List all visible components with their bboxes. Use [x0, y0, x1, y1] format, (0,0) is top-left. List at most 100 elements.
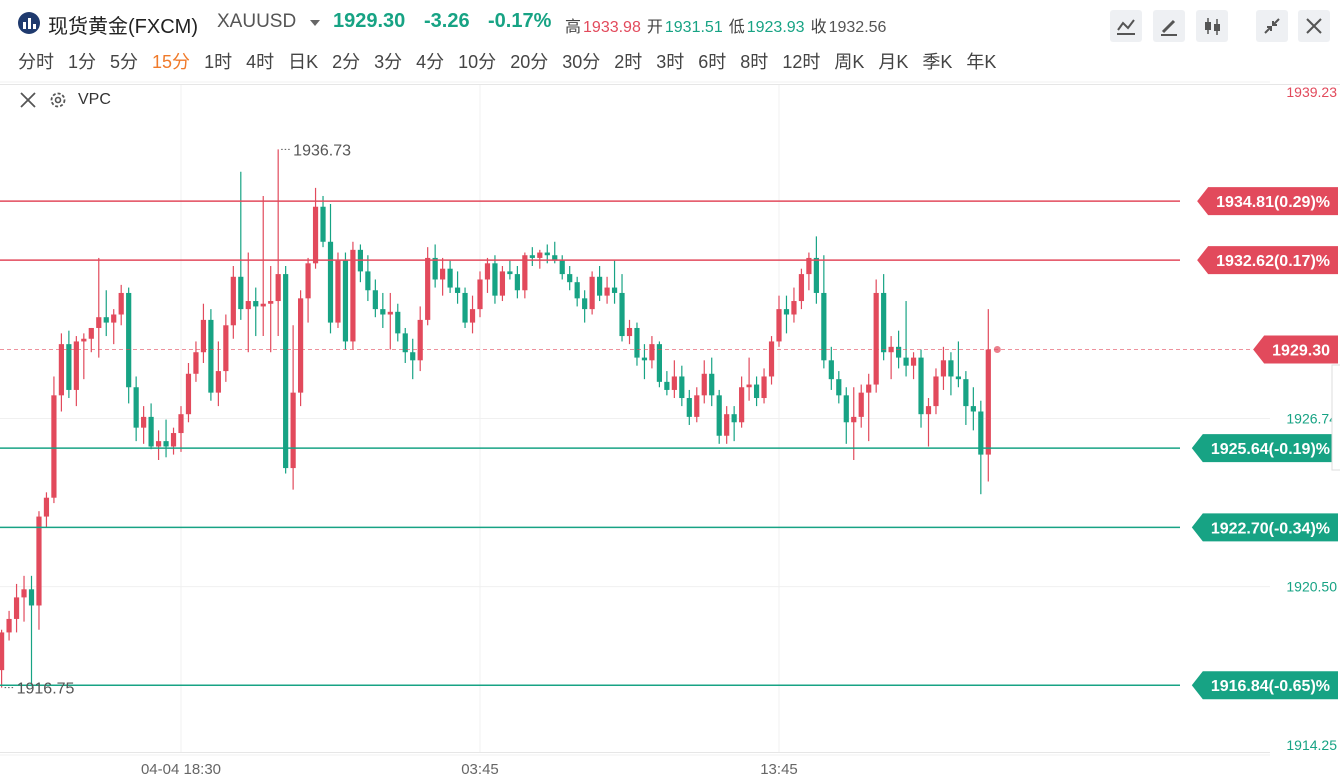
candle-body: [544, 252, 550, 256]
chart-type-button[interactable]: [1110, 10, 1142, 42]
period-tab[interactable]: 月K: [878, 52, 909, 72]
indicator-button[interactable]: [1196, 10, 1228, 42]
candle-body: [208, 319, 214, 393]
period-tab[interactable]: 4时: [246, 52, 275, 72]
symbol[interactable]: XAUUSD: [217, 11, 297, 32]
candle-body: [649, 344, 655, 361]
candle-body: [170, 433, 177, 447]
price-line-tag-label: 1922.70(-0.34)%: [1211, 520, 1330, 537]
period-tab[interactable]: 周K: [834, 52, 865, 72]
period-tab[interactable]: 分时: [18, 52, 54, 72]
candle-body: [843, 395, 849, 423]
y-tick-label: 1920.50: [1286, 579, 1337, 595]
candle-body: [724, 414, 730, 436]
candle-body: [253, 301, 259, 307]
price: 1929.30: [333, 10, 406, 32]
indicator-name: VPC: [78, 91, 111, 108]
y-tick-label: 1939.23: [1286, 84, 1337, 100]
candle-body: [709, 373, 715, 396]
candle-body: [432, 257, 438, 280]
candle-body: [492, 263, 498, 296]
candle-body: [514, 274, 520, 291]
period-tab[interactable]: 1分: [68, 52, 97, 72]
period-tab[interactable]: 年K: [966, 52, 997, 72]
candle-body: [813, 257, 819, 293]
candle-body: [948, 360, 954, 377]
icon: [1161, 19, 1177, 36]
price-line-tag-bg: [1197, 187, 1338, 216]
period-tab[interactable]: 日K: [288, 52, 319, 72]
x-tick-label: 04-04 18:30: [141, 761, 221, 778]
candle-body: [298, 298, 304, 393]
candle-body: [200, 319, 207, 353]
period-tab[interactable]: 20分: [510, 52, 549, 72]
annotation: 1916.75: [17, 681, 75, 698]
y-tick-label: 1914.25: [1286, 737, 1337, 753]
candle-body: [73, 341, 79, 390]
stat-label: 开: [646, 19, 663, 36]
period-tabs: 分时 1分 5分 15分 1时 4时 日K 2分 3分 4分 10分 20分 30分 2时 3时 6时 8时 12…: [18, 48, 996, 74]
period-tab[interactable]: 6时: [698, 52, 727, 72]
candle-body: [963, 379, 969, 407]
candle-body: [858, 392, 864, 417]
candle-body: [380, 309, 386, 315]
candle-body: [410, 352, 416, 361]
period-tab[interactable]: 3分: [374, 52, 403, 72]
candle-body: [985, 349, 991, 455]
period-tab[interactable]: 季K: [922, 52, 953, 72]
candle-body: [51, 395, 57, 498]
period-tab[interactable]: 15分: [152, 52, 191, 72]
candle-body: [559, 260, 565, 275]
candle-body: [933, 376, 939, 407]
candle-body: [387, 311, 393, 315]
candle-body: [821, 292, 827, 361]
period-tab[interactable]: 2分: [332, 52, 361, 72]
candle-body: [567, 274, 573, 283]
candle-body: [215, 371, 221, 393]
candle-body: [806, 257, 812, 275]
candle-body: [13, 597, 20, 619]
candle-body: [529, 255, 535, 258]
candle-body: [155, 441, 162, 447]
candle-body: [731, 414, 737, 423]
collapse-button[interactable]: [1256, 10, 1288, 42]
period-tab[interactable]: 10分: [458, 52, 497, 72]
remove-indicator[interactable]: [18, 90, 38, 110]
candle-body: [903, 357, 909, 366]
last-price-tag-label: 1929.30: [1272, 343, 1330, 360]
draw-button[interactable]: [1153, 10, 1185, 42]
period-tab[interactable]: 1时: [204, 52, 233, 72]
last-price-tag: 1929.30: [1253, 335, 1338, 364]
candle-body: [656, 344, 662, 382]
stat-label: 高: [565, 19, 582, 36]
candle-body: [925, 406, 932, 415]
candle-body: [694, 395, 700, 417]
period-tab[interactable]: 3时: [656, 52, 685, 72]
candle-body: [462, 292, 468, 323]
candle-body: [776, 309, 782, 342]
close-button[interactable]: [1298, 10, 1330, 42]
candle-body: [193, 352, 199, 374]
candle-body: [522, 255, 528, 291]
period-tab[interactable]: 5分: [110, 52, 139, 72]
candle-body: [223, 325, 229, 372]
period-tab[interactable]: 12时: [782, 52, 821, 72]
candle-body: [417, 319, 423, 361]
period-tab[interactable]: 2时: [614, 52, 643, 72]
stat-value: 1933.98: [583, 19, 641, 36]
candle-body: [978, 411, 984, 455]
candle-body: [619, 292, 625, 337]
period-tab[interactable]: 4分: [416, 52, 445, 72]
candle-body: [283, 274, 289, 469]
last-price-tag-bg: [1253, 335, 1338, 364]
period-tab[interactable]: 30分: [562, 52, 601, 72]
stat-value: 1931.51: [664, 19, 723, 36]
stat-label: 低: [728, 19, 745, 36]
symbol-dropdown[interactable]: [310, 20, 320, 26]
candle-body: [395, 311, 401, 334]
candle-body: [268, 301, 274, 304]
candle-body: [791, 301, 797, 315]
indicator-settings[interactable]: [48, 90, 68, 110]
candle-body: [133, 387, 139, 428]
period-tab[interactable]: 8时: [740, 52, 769, 72]
